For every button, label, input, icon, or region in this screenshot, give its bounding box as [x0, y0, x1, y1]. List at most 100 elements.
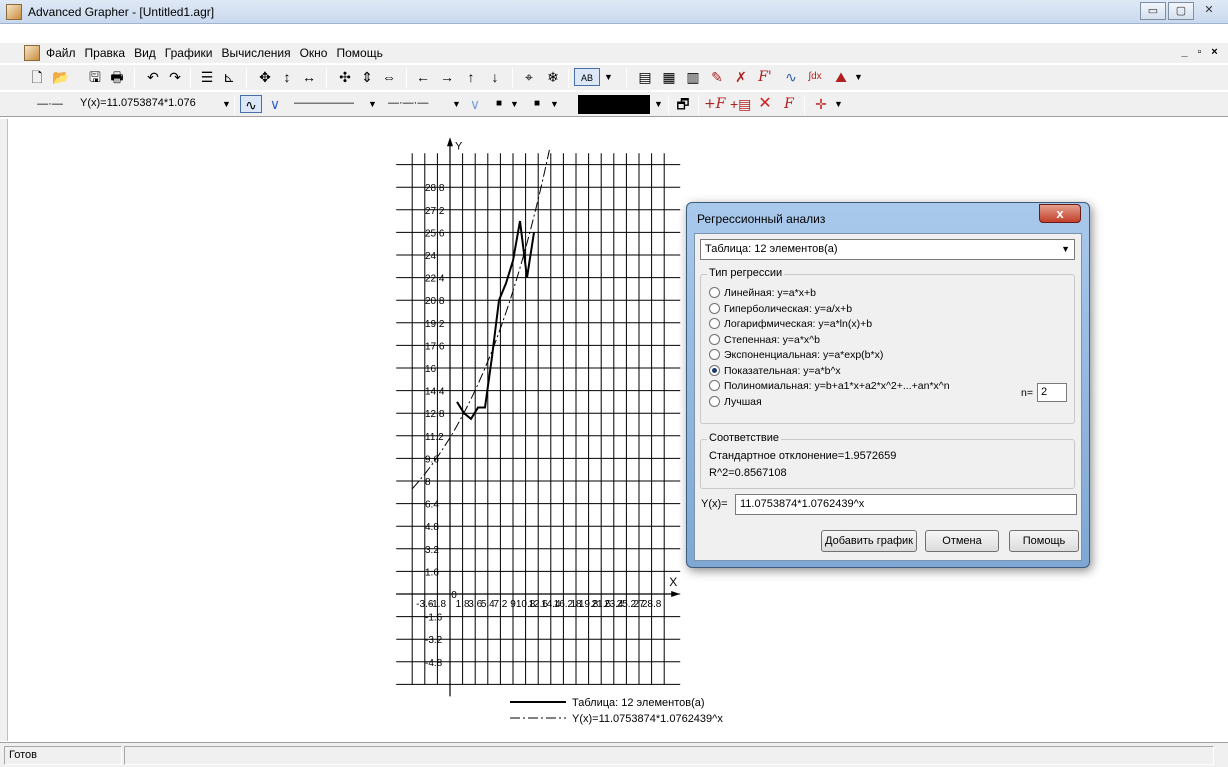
- move-horizontal-icon[interactable]: ↔: [302, 69, 316, 85]
- move-vertical-icon[interactable]: ↕: [283, 69, 291, 85]
- calculator-icon[interactable]: ▦: [662, 69, 676, 85]
- table-icon[interactable]: ▤: [638, 69, 652, 85]
- regression-curve: [411, 149, 550, 490]
- derivative-icon[interactable]: F': [758, 69, 772, 85]
- mdi-minimize-button[interactable]: _: [1181, 46, 1188, 58]
- y-tick-label: -1.6: [425, 613, 443, 624]
- point-size-dropdown-icon[interactable]: ▼: [510, 99, 519, 109]
- more-dropdown-icon[interactable]: ▼: [854, 72, 863, 82]
- graph-select[interactable]: Y(x)=11.0753874*1.076: [80, 97, 196, 109]
- redo-icon[interactable]: ↷: [169, 69, 181, 85]
- intersect-icon[interactable]: ✗: [735, 69, 747, 85]
- print-icon[interactable]: 🖶: [110, 69, 124, 85]
- radio-icon[interactable]: [709, 380, 720, 391]
- radio-icon[interactable]: [709, 395, 720, 407]
- menu-item[interactable]: Помощь: [336, 46, 383, 60]
- line-style-select[interactable]: ———————: [294, 97, 354, 109]
- menu-item[interactable]: Правка: [84, 46, 126, 60]
- regression-option[interactable]: Степенная: y=a*x^b: [709, 333, 820, 346]
- n-input[interactable]: 2: [1037, 383, 1067, 402]
- menu-item[interactable]: Файл: [46, 46, 76, 60]
- maximize-button[interactable]: ▢: [1168, 2, 1194, 20]
- tangent-icon[interactable]: ∿: [785, 69, 797, 85]
- add-function-icon[interactable]: +F: [704, 96, 726, 112]
- open-folder-icon[interactable]: 📂: [52, 69, 70, 85]
- graph-select-dropdown-icon[interactable]: ▼: [222, 99, 231, 109]
- marker-icon[interactable]: ∨: [469, 96, 481, 112]
- radio-icon[interactable]: [709, 302, 720, 314]
- arrow-right-icon[interactable]: →: [440, 69, 454, 85]
- point-style-dropdown-icon[interactable]: ▼: [550, 99, 559, 109]
- menu-item[interactable]: Вид: [134, 46, 156, 60]
- arrow-left-icon[interactable]: ←: [416, 69, 430, 85]
- labels-icon[interactable]: AB: [574, 68, 600, 86]
- point-style-icon[interactable]: ■: [533, 98, 541, 109]
- axes-icon[interactable]: ⊾: [223, 69, 235, 85]
- x-tick-label: 27: [633, 599, 645, 610]
- zoom-horizontal-icon[interactable]: ⇔: [382, 69, 396, 85]
- app-icon: [6, 4, 22, 20]
- radio-icon[interactable]: [709, 287, 720, 298]
- edit-function-icon[interactable]: F: [784, 96, 794, 112]
- list-icon[interactable]: ☰: [200, 69, 214, 85]
- minimize-button[interactable]: ▭: [1140, 2, 1166, 20]
- regression-option[interactable]: Гиперболическая: y=a/x+b: [709, 302, 852, 315]
- graph-area[interactable]: XY-3.6-1.801.83.65.47.2 9 10.812.614.416.2…: [0, 0, 1228, 742]
- integral-icon[interactable]: ∫dx: [808, 71, 822, 82]
- menu-item[interactable]: Вычисления: [221, 46, 291, 60]
- move-icon[interactable]: ✥: [259, 69, 271, 85]
- labels-dropdown-icon[interactable]: ▼: [604, 72, 613, 82]
- regression-option[interactable]: Экспоненциальная: y=a*exp(b*x): [709, 349, 883, 361]
- table-select[interactable]: Таблица: 12 элементов(а) ▼: [700, 239, 1075, 260]
- add-table-icon[interactable]: +▤: [730, 96, 752, 112]
- regression-option[interactable]: Логарифмическая: y=a*ln(x)+b: [709, 318, 872, 330]
- curve-type-icon[interactable]: ∿: [240, 95, 262, 113]
- save-icon[interactable]: 🖫: [89, 69, 101, 85]
- cursor-icon[interactable]: ✛: [815, 96, 827, 112]
- arrow-up-icon[interactable]: ↑: [467, 69, 475, 85]
- mdi-close-button[interactable]: ×: [1211, 46, 1218, 58]
- std-dev-text: Стандартное отклонение=1.9572659: [709, 450, 897, 462]
- color-select[interactable]: [578, 95, 650, 114]
- dash-style-select[interactable]: —·—·—: [388, 97, 429, 109]
- zoom-in-icon[interactable]: ✣: [339, 69, 351, 85]
- regression-option[interactable]: Полиномиальная: y=b+a1*x+a2*x^2+...+an*x…: [709, 380, 950, 392]
- menu-item[interactable]: Графики: [164, 46, 213, 60]
- arrow-down-icon[interactable]: ↓: [491, 69, 499, 85]
- window-title: Advanced Grapher - [Untitled1.agr]: [28, 5, 215, 19]
- grid-icon[interactable]: ⌖: [525, 69, 533, 85]
- undo-icon[interactable]: ↶: [147, 69, 159, 85]
- cursor-dropdown-icon[interactable]: ▼: [834, 99, 843, 109]
- regression-option[interactable]: Показательная: y=a*b^x: [709, 364, 841, 377]
- document-icon[interactable]: [24, 45, 40, 61]
- help-button[interactable]: Помощь: [1009, 530, 1079, 552]
- find-icon[interactable]: ✎: [711, 69, 723, 85]
- menu-item[interactable]: Окно: [299, 46, 328, 60]
- close-button[interactable]: ✕: [1204, 4, 1214, 16]
- dash-style-dropdown-icon[interactable]: ▼: [452, 99, 461, 109]
- dialog-close-button[interactable]: x: [1039, 204, 1081, 223]
- zoom-vertical-icon[interactable]: ⇕: [361, 69, 373, 85]
- formula-input[interactable]: 11.0753874*1.0762439^x: [735, 494, 1077, 515]
- snowflake-icon[interactable]: ❄: [547, 69, 559, 85]
- vertex-icon[interactable]: ∨: [269, 96, 281, 112]
- properties-icon[interactable]: 🗗: [676, 96, 690, 112]
- point-size-icon[interactable]: ■: [495, 98, 503, 109]
- mdi-restore-button[interactable]: ▫: [1197, 46, 1202, 58]
- chart-icon[interactable]: ⛰: [835, 69, 847, 85]
- add-graph-button[interactable]: Добавить график: [821, 530, 917, 552]
- y-tick-label: 14.4: [425, 387, 445, 398]
- cancel-button[interactable]: Отмена: [925, 530, 999, 552]
- radio-icon[interactable]: [709, 333, 720, 345]
- new-file-icon[interactable]: 🗋: [31, 69, 43, 85]
- radio-icon[interactable]: [709, 364, 720, 376]
- regression-option[interactable]: Линейная: y=a*x+b: [709, 287, 816, 299]
- radio-icon[interactable]: [709, 349, 720, 360]
- radio-icon[interactable]: [709, 318, 720, 329]
- color-dropdown-icon[interactable]: ▼: [654, 99, 663, 109]
- y-tick-label: 11.2: [425, 432, 444, 443]
- delete-icon[interactable]: ✕: [758, 95, 772, 112]
- line-style-dropdown-icon[interactable]: ▼: [368, 99, 377, 109]
- regression-option[interactable]: Лучшая: [709, 395, 762, 408]
- sheet-icon[interactable]: ▥: [686, 69, 700, 85]
